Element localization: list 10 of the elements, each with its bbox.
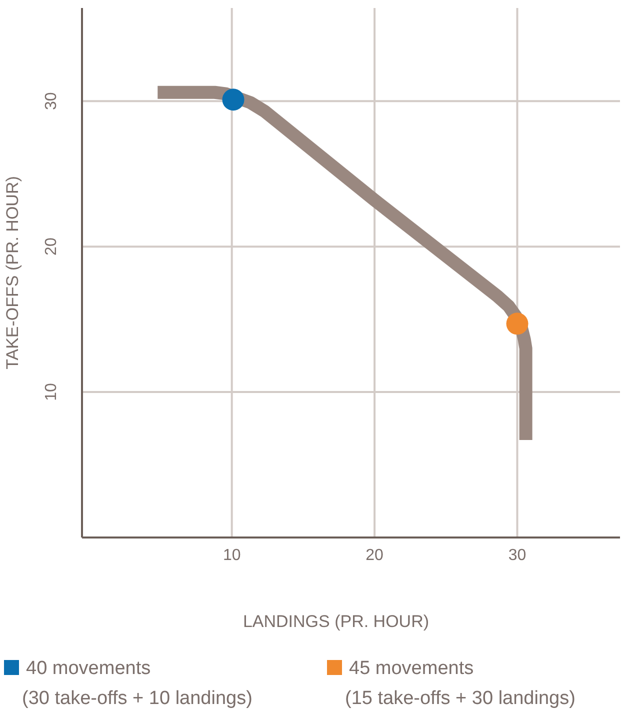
y-tick-label: 10	[43, 383, 60, 401]
x-tick-label: 10	[222, 547, 241, 564]
x-tick-label: 30	[508, 547, 526, 564]
y-tick-label: 30	[43, 92, 60, 110]
y-tick-label: 20	[43, 238, 60, 256]
y-axis-title: TAKE-OFFS (PR. HOUR)	[3, 176, 22, 370]
x-axis-title: LANDINGS (PR. HOUR)	[242, 612, 430, 631]
legend-label: 45 movements (15 take-offs + 30 landings)	[345, 658, 576, 709]
legend-label: 40 movements (30 take-offs + 10 landings)	[22, 658, 252, 709]
x-tick-label: 20	[366, 547, 384, 564]
